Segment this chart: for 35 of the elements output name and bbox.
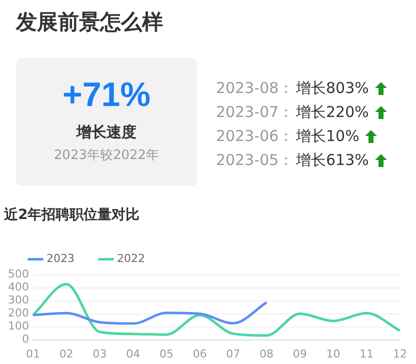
x-tick-label: 10: [326, 347, 340, 360]
x-tick-label: 06: [192, 347, 207, 360]
text: 发展前景怎么样: [16, 9, 163, 36]
chart-title: 近2年招聘职位量对比: [3, 206, 140, 224]
x-tick-label: 07: [226, 347, 240, 360]
text: 2023-08：: [216, 78, 295, 98]
line-series: [32, 282, 402, 337]
text: 增长803%: [296, 78, 369, 98]
text: +71%: [62, 76, 152, 115]
x-tick-label: 03: [92, 347, 107, 360]
legend-label: 2023: [46, 252, 74, 266]
text: 2023-05：: [216, 150, 295, 170]
x-tick-label: 12: [393, 347, 407, 360]
text: 2023-06：: [216, 126, 295, 146]
y-tick-label: 500: [8, 268, 29, 281]
text: 增长10%: [296, 126, 360, 146]
y-tick-label: 200: [8, 306, 29, 320]
text: 增长速度: [75, 123, 138, 142]
line-series: [32, 301, 268, 325]
x-tick-label: 01: [26, 347, 40, 360]
text: 2023-07：: [216, 102, 295, 122]
y-tick-label: 0: [22, 332, 29, 346]
x-tick-label: 02: [59, 347, 74, 360]
text: 增长220%: [296, 102, 369, 122]
y-tick-label: 400: [8, 280, 29, 294]
x-tick-label: 11: [360, 347, 374, 360]
y-tick-label: 300: [8, 294, 29, 307]
x-tick-label: 05: [159, 347, 174, 360]
legend-label: 2022: [116, 252, 145, 266]
x-tick-label: 08: [260, 347, 274, 360]
text: 2023年较2022年: [52, 147, 160, 164]
x-tick-label: 09: [292, 347, 307, 360]
text: 增长613%: [296, 150, 369, 170]
y-tick-label: 100: [8, 320, 29, 333]
x-tick-label: 04: [126, 347, 140, 360]
